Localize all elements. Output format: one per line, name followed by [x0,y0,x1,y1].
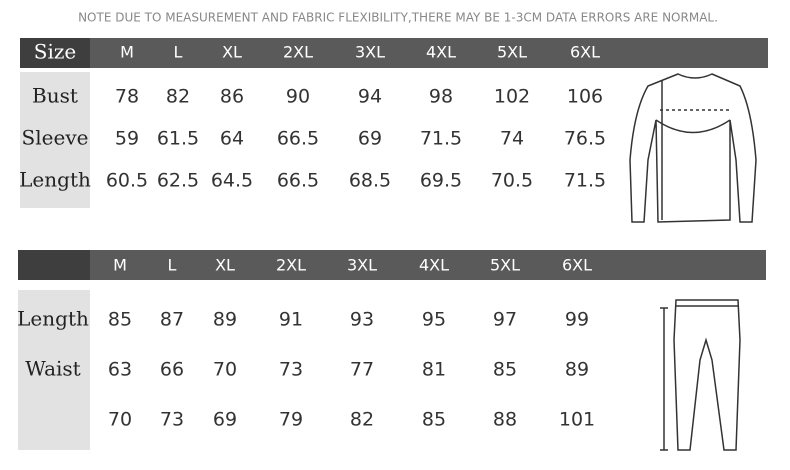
label-column [18,290,90,450]
size-header: 4XL [426,43,456,62]
cell-value: 95 [422,309,446,331]
cell-value: 81 [422,359,446,381]
size-header: 2XL [283,43,313,62]
cell-value: 64 [220,128,244,150]
size-header: M [113,256,127,275]
cell-value: 66.5 [277,128,319,150]
row-label: Length [19,168,91,192]
cell-value: 87 [160,309,184,331]
cell-value: 70.5 [491,170,533,192]
size-header: XL [215,256,235,275]
size-header: 2XL [276,256,306,275]
cell-value: 98 [429,86,453,108]
pants-illustration [660,299,741,451]
cell-value: 86 [220,86,244,108]
size-header: L [174,43,183,62]
cell-value: 73 [279,359,303,381]
size-header: L [168,256,177,275]
cell-value: 60.5 [106,170,148,192]
label-column [20,72,90,208]
row-label: Waist [25,357,80,381]
size-header: 5XL [490,256,520,275]
cell-value: 85 [422,409,446,431]
cell-value: 71.5 [420,128,462,150]
header-label-cell [20,38,90,68]
header-label: Size [34,40,76,64]
cell-value: 89 [213,309,237,331]
cell-value: 66.5 [277,170,319,192]
cell-value: 76.5 [564,128,606,150]
row-label: Bust [32,84,78,108]
cell-value: 69 [358,128,382,150]
size-header: 3XL [347,256,377,275]
cell-value: 69.5 [420,170,462,192]
size-header: 3XL [355,43,385,62]
size-header: 6XL [570,43,600,62]
cell-value: 91 [279,309,303,331]
cell-value: 62.5 [157,170,199,192]
size-header: XL [222,43,242,62]
cell-value: 82 [166,86,190,108]
row-label: Length [17,307,89,331]
cell-value: 74 [500,128,524,150]
size-header: M [120,43,134,62]
cell-value: 63 [108,359,132,381]
cell-value: 82 [350,409,374,431]
cell-value: 89 [565,359,589,381]
cell-value: 88 [493,409,517,431]
header-bar [18,250,766,280]
cell-value: 69 [213,409,237,431]
cell-value: 61.5 [157,128,199,150]
shirt-illustration [629,73,757,223]
size-header: 4XL [419,256,449,275]
cell-value: 106 [567,86,603,108]
header-bar [20,38,768,68]
cell-value: 70 [108,409,132,431]
cell-value: 59 [115,128,139,150]
cell-value: 71.5 [564,170,606,192]
cell-value: 85 [493,359,517,381]
cell-value: 79 [279,409,303,431]
note: NOTE DUE TO MEASUREMENT AND FABRIC FLEXI… [78,11,718,25]
cell-value: 73 [160,409,184,431]
cell-value: 94 [358,86,382,108]
cell-value: 93 [350,309,374,331]
cell-value: 68.5 [349,170,391,192]
cell-value: 90 [286,86,310,108]
cell-value: 66 [160,359,184,381]
size-header: 5XL [497,43,527,62]
size-header: 6XL [562,256,592,275]
cell-value: 101 [559,409,595,431]
cell-value: 78 [115,86,139,108]
cell-value: 102 [494,86,530,108]
header-label-cell [18,250,90,280]
cell-value: 64.5 [211,170,253,192]
cell-value: 99 [565,309,589,331]
cell-value: 85 [108,309,132,331]
cell-value: 77 [350,359,374,381]
cell-value: 70 [213,359,237,381]
cell-value: 97 [493,309,517,331]
row-label: Sleeve [22,126,89,150]
